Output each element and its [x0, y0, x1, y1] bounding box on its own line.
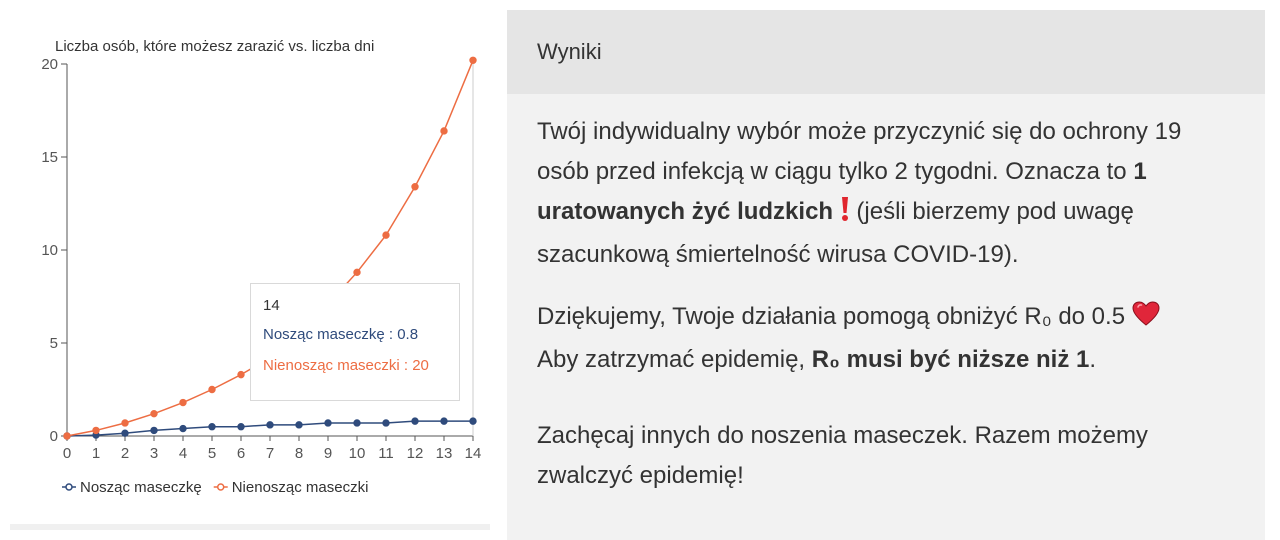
data-point-0: [382, 419, 390, 427]
x-tick-label: 7: [266, 445, 274, 462]
exclamation-icon: [840, 195, 850, 235]
x-tick-label: 10: [349, 445, 366, 462]
y-tick-label: 0: [50, 428, 58, 445]
result-paragraph-1: Twój indywidualny wybór może przyczynić …: [537, 112, 1235, 275]
legend-label: Nienosząc maseczki: [232, 479, 369, 496]
results-header: Wyniki: [507, 10, 1265, 94]
x-tick-label: 2: [121, 445, 129, 462]
x-tick-label: 5: [208, 445, 216, 462]
data-point-1: [179, 398, 187, 407]
data-point-0: [179, 424, 187, 433]
data-point-1: [150, 409, 158, 418]
legend-label: Nosząc maseczkę: [80, 479, 202, 496]
y-tick-label: 10: [41, 242, 58, 259]
results-body: Twój indywidualny wybór może przyczynić …: [507, 94, 1265, 496]
line-chart: Liczba osób, które możesz zarazić vs. li…: [41, 38, 481, 496]
data-point-1: [121, 419, 129, 427]
x-tick-label: 0: [63, 445, 71, 462]
chart-title: Liczba osób, które możesz zarazić vs. li…: [55, 38, 374, 55]
results-panel: Wyniki Twój indywidualny wybór może przy…: [507, 10, 1265, 540]
data-point-1: [440, 127, 448, 135]
chart-tooltip: 14 Nosząc maseczkę : 0.8 Nienosząc masec…: [250, 283, 460, 401]
result-text-2-end: .: [1089, 346, 1097, 373]
data-point-1: [382, 231, 390, 239]
data-point-0: [353, 419, 361, 427]
r0-threshold-text: R₀ musi być niższe niż 1: [811, 346, 1090, 373]
data-point-1: [208, 385, 216, 394]
x-tick-label: 4: [179, 445, 187, 462]
x-tick-label: 8: [295, 445, 303, 462]
result-text-2a: Dziękujemy, Twoje działania pomogą obniż…: [537, 303, 1126, 330]
result-text-2b: Aby zatrzymać epidemię,: [537, 346, 806, 373]
data-point-0: [469, 417, 477, 425]
x-tick-label: 6: [237, 445, 245, 462]
result-text-3: Zachęcaj innych do noszenia maseczek. Ra…: [537, 422, 1148, 489]
chart-scrollbar[interactable]: [10, 524, 490, 530]
result-paragraph-3: Zachęcaj innych do noszenia maseczek. Ra…: [537, 416, 1235, 496]
x-tick-label: 12: [407, 445, 424, 462]
data-point-0: [237, 423, 245, 431]
data-point-0: [121, 429, 129, 437]
legend-swatch-marker: [65, 483, 73, 491]
data-point-0: [324, 419, 332, 427]
chart-legend[interactable]: Nosząc maseczkę Nienosząc maseczki: [62, 479, 368, 496]
data-point-1: [237, 370, 245, 379]
tooltip-row-mask: Nosząc maseczkę : 0.8: [263, 326, 419, 343]
data-point-1: [63, 432, 71, 440]
chart-panel: Liczba osób, które możesz zarazić vs. li…: [0, 0, 495, 540]
x-tick-label: 11: [378, 445, 394, 462]
data-point-1: [353, 268, 361, 277]
data-point-1: [92, 426, 100, 435]
y-tick-label: 15: [41, 149, 58, 166]
y-tick-label: 20: [41, 56, 58, 73]
tooltip-title: 14: [263, 297, 280, 314]
data-point-0: [440, 417, 448, 425]
x-tick-label: 1: [92, 445, 100, 462]
data-point-0: [150, 426, 158, 435]
x-tick-label: 9: [324, 445, 332, 462]
x-tick-label: 3: [150, 445, 158, 462]
data-point-1: [469, 56, 477, 64]
legend-swatch-marker: [216, 483, 225, 491]
data-point-0: [266, 421, 274, 429]
result-paragraph-2: Dziękujemy, Twoje działania pomogą obniż…: [537, 297, 1235, 380]
data-point-1: [411, 183, 419, 191]
data-point-0: [208, 423, 216, 431]
result-text-1b: (jeśli bierzemy pod uwagę szacunkową śmi…: [537, 198, 1134, 268]
result-text-1a: Twój indywidualny wybór może przyczynić …: [537, 118, 1182, 185]
lives-saved-text: 1 uratowanych żyć ludzkich: [537, 158, 1147, 225]
x-tick-label: 14: [465, 445, 482, 462]
y-tick-label: 5: [50, 335, 58, 352]
data-point-0: [295, 421, 303, 429]
tooltip-row-no-mask: Nienosząc maseczki : 20: [263, 357, 429, 374]
heart-icon: [1132, 300, 1160, 340]
data-point-0: [411, 417, 419, 425]
x-tick-label: 13: [436, 445, 453, 462]
